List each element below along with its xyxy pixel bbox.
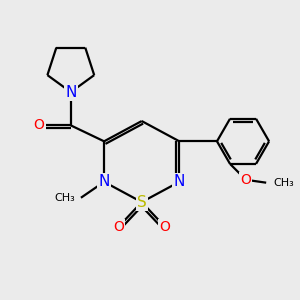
Text: CH₃: CH₃ [54,193,75,203]
Text: O: O [241,173,251,187]
Text: O: O [113,220,124,234]
Text: N: N [174,174,185,189]
Text: O: O [34,118,44,132]
Text: O: O [159,220,170,234]
Text: N: N [98,174,110,189]
Text: S: S [137,195,147,210]
Text: CH₃: CH₃ [273,178,294,188]
Text: N: N [65,85,76,100]
